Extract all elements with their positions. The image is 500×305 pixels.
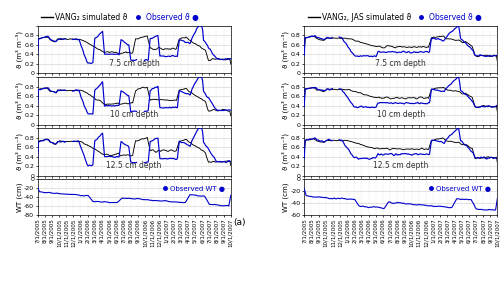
Y-axis label: ϑ (m³ m⁻³): ϑ (m³ m⁻³) — [16, 134, 23, 170]
Legend: Observed WT ●: Observed WT ● — [426, 183, 494, 194]
Text: 7.5 cm depth: 7.5 cm depth — [109, 59, 160, 68]
Legend: Observed WT ●: Observed WT ● — [159, 183, 228, 194]
Y-axis label: ϑ (m³ m⁻³): ϑ (m³ m⁻³) — [282, 31, 290, 68]
Y-axis label: ϑ (m³ m⁻³): ϑ (m³ m⁻³) — [282, 82, 290, 119]
Y-axis label: ϑ (m³ m⁻³): ϑ (m³ m⁻³) — [282, 134, 290, 170]
Y-axis label: ϑ (m³ m⁻³): ϑ (m³ m⁻³) — [16, 31, 23, 68]
Text: 12.5 cm depth: 12.5 cm depth — [106, 161, 162, 170]
Y-axis label: WT (cm): WT (cm) — [282, 182, 289, 212]
Legend: VANG₂ simulated ϑ, Observed ϑ ●: VANG₂ simulated ϑ, Observed ϑ ● — [42, 13, 198, 22]
Y-axis label: WT (cm): WT (cm) — [16, 182, 22, 212]
Text: 10 cm depth: 10 cm depth — [376, 110, 425, 119]
Y-axis label: ϑ (m³ m⁻³): ϑ (m³ m⁻³) — [16, 82, 23, 119]
Text: 7.5 cm depth: 7.5 cm depth — [376, 59, 426, 68]
Legend: VANG₂, JAS simulated ϑ, Observed ϑ ●: VANG₂, JAS simulated ϑ, Observed ϑ ● — [308, 13, 482, 22]
Text: (a): (a) — [234, 218, 246, 227]
Text: 10 cm depth: 10 cm depth — [110, 110, 158, 119]
Text: 12.5 cm depth: 12.5 cm depth — [373, 161, 428, 170]
